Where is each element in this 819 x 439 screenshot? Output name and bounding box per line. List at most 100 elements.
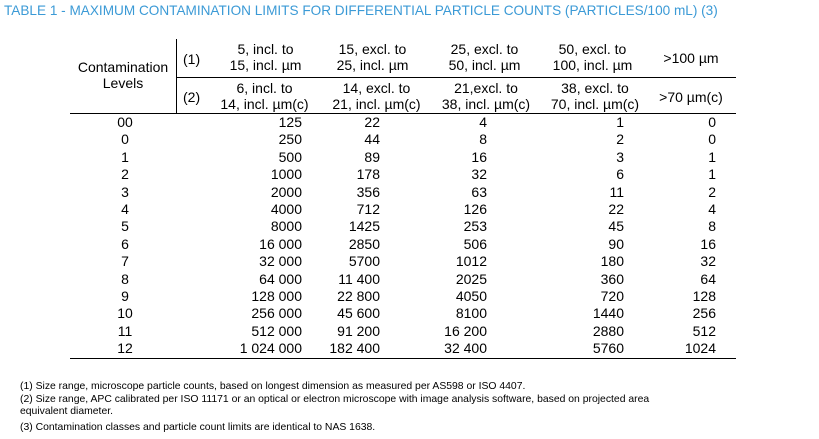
- count-cell: 1000: [270, 166, 302, 183]
- count-cell: 512: [692, 322, 716, 339]
- header-bottom-rule: [70, 113, 736, 114]
- footnote-2-continued: equivalent diameter.: [20, 406, 113, 417]
- count-cell: 2: [708, 183, 716, 200]
- count-cell: 64: [700, 270, 716, 287]
- header-r2-col4-line1: 38, excl. to: [561, 80, 629, 96]
- count-cell: 125: [278, 114, 302, 130]
- header-r1-col1-line2: 15, incl. µm: [229, 57, 302, 73]
- header-r1-col3-line2: 50, incl. µm: [448, 57, 521, 73]
- row-header-label: Contamination Levels: [70, 59, 176, 91]
- level-cell: 11: [117, 322, 133, 339]
- count-cell: 22: [364, 114, 380, 130]
- size-range-2-marker: (2): [183, 89, 201, 105]
- count-cell: 1: [708, 148, 716, 165]
- level-cell: 4: [121, 201, 129, 217]
- header-r1-col2-line2: 25, incl. µm: [336, 57, 409, 73]
- row-header-label-line2: Levels: [102, 75, 144, 91]
- count-cell: 3: [616, 148, 624, 165]
- footnote-2: (2) Size range, APC calibrated per ISO 1…: [20, 394, 650, 405]
- count-cell: 1440: [592, 305, 624, 322]
- level-cell: 00: [117, 114, 133, 130]
- count-cell: 4: [479, 114, 487, 130]
- count-cell: 32: [700, 253, 716, 270]
- header-r1-col4-line2: 100, incl. µm: [552, 57, 633, 73]
- count-cell: 89: [364, 148, 380, 165]
- count-cell: 16: [471, 148, 487, 165]
- count-cell: 178: [356, 166, 380, 183]
- level-cell: 1: [121, 148, 129, 165]
- count-cell: 11 400: [338, 270, 380, 287]
- left-column-rule: [176, 39, 177, 114]
- count-cell: 1 024 000: [239, 340, 302, 357]
- header-r1-col5-line1: >100 µm: [663, 50, 719, 66]
- count-cell: 128: [692, 288, 716, 304]
- count-cell: 32 000: [259, 253, 302, 270]
- header-r2-col2: 14, excl. to 21, incl. µm(c): [320, 80, 433, 112]
- count-cell: 2000: [270, 183, 302, 200]
- count-cell: 90: [608, 235, 624, 252]
- count-cell: 8100: [455, 305, 487, 322]
- count-cell: 2850: [348, 235, 380, 252]
- count-cell: 253: [463, 218, 487, 235]
- count-cell: 256: [692, 305, 716, 322]
- count-cell: 1425: [348, 218, 380, 235]
- count-cell: 8: [708, 218, 716, 235]
- count-cell: 356: [356, 183, 380, 200]
- footnote-1: (1) Size range, microscope particle coun…: [20, 381, 526, 392]
- header-r2-col2-line1: 14, excl. to: [342, 80, 411, 96]
- level-cell: 3: [121, 183, 129, 200]
- level-cell: 6: [121, 235, 129, 252]
- header-r1-col4: 50, excl. to 100, incl. µm: [540, 41, 645, 73]
- row-header-label-line1: Contamination: [77, 59, 169, 75]
- header-r2-col1-line2: 14, incl. µm(c): [220, 96, 309, 112]
- count-cell: 126: [463, 201, 487, 217]
- count-cell: 22 800: [337, 288, 380, 304]
- header-r1-col1-line1: 5, incl. to: [237, 41, 294, 57]
- count-cell: 5760: [592, 340, 624, 357]
- count-cell: 180: [600, 253, 624, 270]
- level-cell: 10: [117, 305, 133, 322]
- header-r2-col5: >70 µm(c): [650, 89, 732, 105]
- count-cell: 64 000: [259, 270, 302, 287]
- level-cell: 2: [121, 166, 129, 183]
- level-cell: 0: [121, 131, 129, 148]
- count-cell: 0: [708, 131, 716, 148]
- header-r2-col3-line2: 38, incl. µm(c): [441, 96, 531, 112]
- count-cell: 506: [463, 235, 487, 252]
- count-cell: 45 600: [337, 305, 380, 322]
- header-r2-col5-line1: >70 µm(c): [659, 89, 723, 105]
- count-cell: 8: [479, 131, 487, 148]
- count-cell: 1: [708, 166, 716, 183]
- footnote-3: (3) Contamination classes and particle c…: [20, 422, 376, 433]
- header-mid-rule: [176, 77, 736, 78]
- count-cell: 2880: [592, 322, 624, 339]
- header-r2-col1: 6, incl. to 14, incl. µm(c): [208, 80, 321, 112]
- header-r1-col4-line1: 50, excl. to: [558, 41, 627, 57]
- header-r1-col2: 15, excl. to 25, incl. µm: [318, 41, 427, 73]
- header-r2-col1-line1: 6, incl. to: [236, 80, 293, 96]
- count-cell: 1: [616, 114, 624, 130]
- count-cell: 32 400: [444, 340, 487, 357]
- count-cell: 16: [700, 235, 716, 252]
- size-range-1-marker: (1): [183, 51, 201, 67]
- count-cell: 4000: [270, 201, 302, 217]
- count-cell: 45: [608, 218, 624, 235]
- count-cell: 22: [608, 201, 624, 217]
- count-cell: 63: [471, 183, 487, 200]
- header-r2-col3-line1: 21,excl. to: [454, 80, 518, 96]
- count-cell: 16 200: [444, 322, 487, 339]
- header-r1-col1: 5, incl. to 15, incl. µm: [213, 41, 318, 73]
- level-cell: 7: [121, 253, 129, 270]
- count-cell: 2025: [455, 270, 487, 287]
- header-r1-col3-line1: 25, excl. to: [450, 41, 519, 57]
- level-cell: 12: [117, 340, 133, 357]
- level-cell: 8: [121, 270, 129, 287]
- count-cell: 5700: [348, 253, 380, 270]
- count-cell: 1024: [684, 340, 716, 357]
- level-cell: 9: [121, 288, 129, 304]
- header-r2-col4-line2: 70, incl. µm(c): [550, 96, 640, 112]
- count-cell: 4: [708, 201, 716, 217]
- header-r1-col2-line1: 15, excl. to: [338, 41, 407, 57]
- header-r2-col2-line2: 21, incl. µm(c): [332, 96, 421, 112]
- count-cell: 720: [600, 288, 624, 304]
